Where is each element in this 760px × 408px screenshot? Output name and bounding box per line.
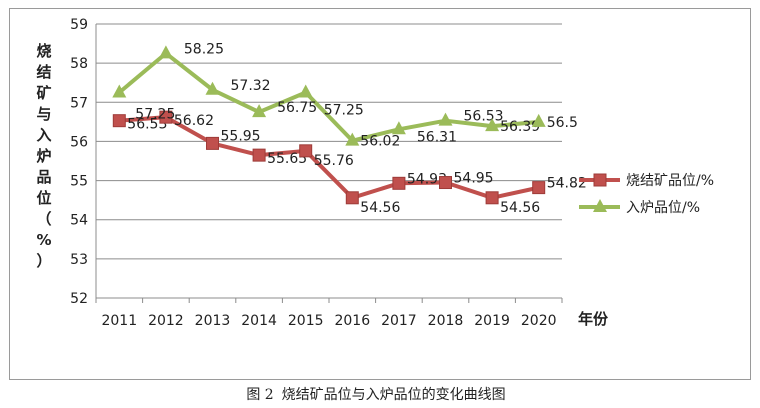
legend-label: 入炉品位/% xyxy=(626,200,700,216)
data-point-marker xyxy=(438,112,453,126)
data-label: 56.75 xyxy=(277,100,317,116)
data-label: 56.53 xyxy=(127,117,167,133)
x-tick-label: 2015 xyxy=(288,313,324,329)
data-label: 56.02 xyxy=(360,134,400,150)
y-axis-title-char: 品 xyxy=(36,168,51,186)
data-point-marker xyxy=(252,104,267,118)
y-axis-title-char: 烧 xyxy=(36,42,51,60)
x-tick-label: 2016 xyxy=(334,313,370,329)
figure-number: 图 2 xyxy=(246,387,274,403)
figure-title: 烧结矿品位与入炉品位的变化曲线图 xyxy=(281,387,506,403)
y-axis-title-char: 矿 xyxy=(36,84,51,102)
x-axis-title: 年份 xyxy=(578,310,609,328)
data-label: 58.25 xyxy=(184,41,224,57)
y-tick-label: 53 xyxy=(70,252,88,268)
data-label: 54.93 xyxy=(407,171,447,187)
legend-label: 烧结矿品位/% xyxy=(626,173,714,189)
series-line xyxy=(119,115,540,200)
data-point-marker xyxy=(205,81,220,95)
y-tick-label: 54 xyxy=(70,213,88,229)
data-point-marker xyxy=(298,84,313,98)
data-label: 54.56 xyxy=(500,200,540,216)
data-label: 57.25 xyxy=(135,107,175,123)
data-label: 55.76 xyxy=(314,153,354,169)
data-label: 56.53 xyxy=(464,109,504,125)
data-label: 56.31 xyxy=(417,129,457,145)
data-label: 56.39 xyxy=(500,119,540,135)
y-axis-title-char: 入 xyxy=(36,126,51,144)
y-axis-title-char: （ xyxy=(36,210,51,228)
x-tick-label: 2019 xyxy=(474,313,510,329)
y-axis-title-char: 炉 xyxy=(36,147,51,165)
x-tick-label: 2013 xyxy=(195,313,231,329)
legend-swatch-marker xyxy=(593,199,607,212)
x-tick-label: 2014 xyxy=(241,313,277,329)
data-point-marker xyxy=(252,148,266,162)
x-tick-label: 2018 xyxy=(428,313,464,329)
legend-swatch-marker xyxy=(593,173,607,187)
data-label: 54.82 xyxy=(547,176,587,192)
data-label: 57.25 xyxy=(324,103,364,119)
data-point-marker xyxy=(206,136,219,150)
x-tick-label: 2011 xyxy=(101,313,137,329)
data-point-marker xyxy=(345,132,360,146)
data-point-marker xyxy=(485,191,499,205)
y-tick-label: 52 xyxy=(70,291,88,307)
data-point-marker xyxy=(391,121,406,135)
x-tick-label: 2020 xyxy=(521,313,557,329)
series-line xyxy=(118,51,539,143)
data-label: 54.56 xyxy=(360,200,400,216)
y-tick-label: 57 xyxy=(70,95,88,111)
data-point-marker xyxy=(112,114,126,128)
data-label: 56.5 xyxy=(547,115,578,131)
data-point-marker xyxy=(159,110,173,124)
y-tick-label: 56 xyxy=(70,134,88,150)
x-tick-label: 2017 xyxy=(381,313,417,329)
data-point-marker xyxy=(532,181,546,195)
y-axis-title-char: % xyxy=(36,231,51,249)
x-tick-label: 2012 xyxy=(148,313,184,329)
y-axis-title-char: ） xyxy=(36,252,51,270)
data-label: 57.32 xyxy=(231,78,271,94)
y-axis-title-char: 位 xyxy=(36,189,51,207)
data-label: 55.65 xyxy=(267,151,307,167)
data-label: 55.95 xyxy=(221,128,261,144)
y-tick-label: 59 xyxy=(70,17,88,33)
y-axis-title-char: 结 xyxy=(36,63,51,81)
data-point-marker xyxy=(485,118,500,132)
y-tick-label: 58 xyxy=(70,56,88,72)
data-point-marker xyxy=(439,176,452,190)
figure-caption: 图 2 烧结矿品位与入炉品位的变化曲线图 xyxy=(0,384,760,404)
data-point-marker xyxy=(299,144,313,158)
chart-frame xyxy=(9,8,751,380)
data-label: 54.95 xyxy=(454,171,494,187)
y-tick-label: 55 xyxy=(70,174,88,190)
data-point-marker xyxy=(531,113,546,127)
data-point-marker xyxy=(392,176,406,190)
data-label: 56.62 xyxy=(174,113,214,129)
data-point-marker xyxy=(158,45,173,59)
y-axis-title-char: 与 xyxy=(36,105,51,123)
data-point-marker xyxy=(112,84,127,98)
data-point-marker xyxy=(345,191,359,205)
